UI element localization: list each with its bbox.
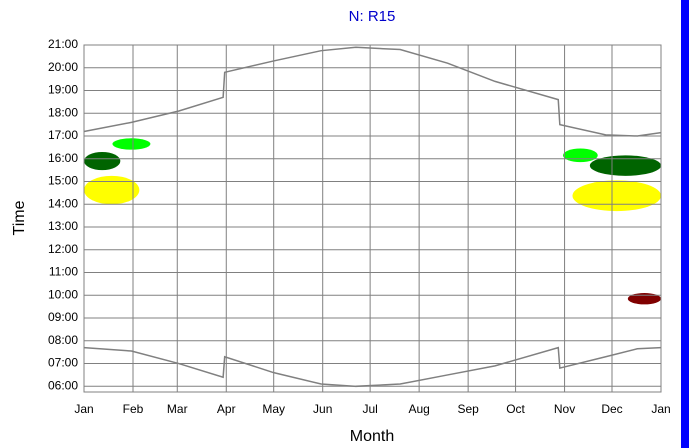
shadow-period xyxy=(572,180,661,212)
y-tick-label: 19:00 xyxy=(48,83,78,97)
y-tick-label: 11:00 xyxy=(49,265,78,279)
x-tick-label: Jan xyxy=(74,402,93,416)
x-tick-label: Mar xyxy=(167,402,188,416)
y-tick-label: 14:00 xyxy=(48,196,78,210)
x-tick-label: Aug xyxy=(408,402,429,416)
chart-title: N: R15 xyxy=(349,8,396,25)
x-tick-label: May xyxy=(262,402,285,416)
shadow-period xyxy=(589,155,661,176)
y-tick-label: 12:00 xyxy=(48,242,78,256)
shadow-period xyxy=(112,138,151,150)
y-tick-label: 21:00 xyxy=(48,37,78,51)
y-tick-label: 07:00 xyxy=(48,356,78,370)
x-tick-label: Jul xyxy=(362,402,377,416)
x-tick-label: Nov xyxy=(554,402,575,416)
plot-frame xyxy=(83,44,662,393)
y-tick-label: 20:00 xyxy=(48,60,78,74)
x-axis-label: Month xyxy=(350,428,394,445)
y-tick-label: 08:00 xyxy=(48,333,78,347)
time-line xyxy=(83,346,662,388)
x-tick-label: Sep xyxy=(457,402,479,416)
shadow-period xyxy=(84,175,140,205)
x-tick-label: Apr xyxy=(217,402,236,416)
y-tick-label: 16:00 xyxy=(48,151,78,165)
shadow-period xyxy=(84,151,121,171)
window-edge xyxy=(681,0,689,448)
x-tick-label: Oct xyxy=(506,402,525,416)
time-line xyxy=(83,46,662,137)
x-tick-label: Feb xyxy=(123,402,144,416)
y-tick-label: 10:00 xyxy=(48,287,78,301)
x-tick-label: Jan xyxy=(651,402,670,416)
y-tick-label: 09:00 xyxy=(48,310,78,324)
shadow-period xyxy=(627,293,661,305)
y-tick-label: 06:00 xyxy=(48,378,78,392)
x-tick-label: Dec xyxy=(601,402,622,416)
y-tick-label: 18:00 xyxy=(48,105,78,119)
shadow-period xyxy=(562,148,598,163)
y-tick-label: 17:00 xyxy=(48,128,78,142)
y-axis-label: Time xyxy=(11,200,28,235)
y-tick-label: 15:00 xyxy=(48,174,78,188)
x-tick-label: Jun xyxy=(313,402,332,416)
y-tick-label: 13:00 xyxy=(48,219,78,233)
